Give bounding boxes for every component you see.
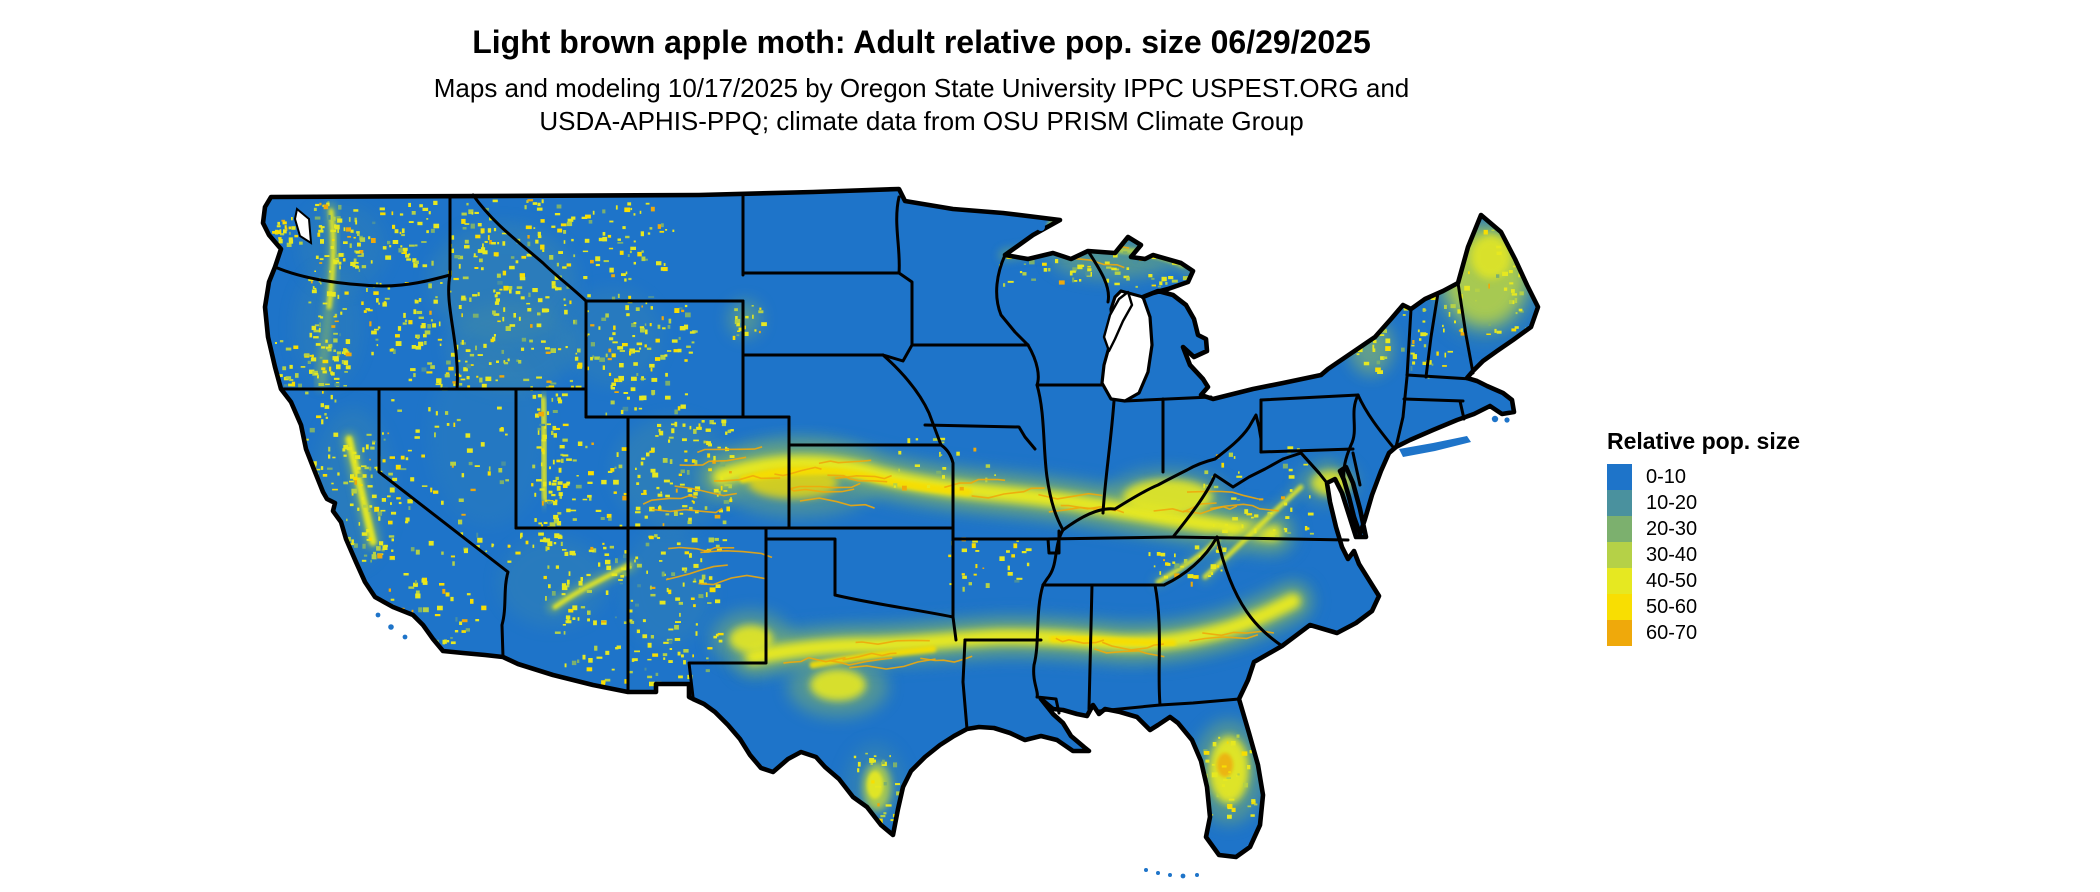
legend-title: Relative pop. size (1607, 428, 1801, 454)
legend-swatch (1607, 542, 1632, 568)
legend-swatch (1607, 490, 1632, 516)
legend-swatch (1607, 620, 1632, 646)
subtitle-line-2: USDA-APHIS-PPQ; climate data from OSU PR… (539, 106, 1304, 136)
legend-item: 30-40 (1607, 542, 1800, 568)
subtitle-line-1: Maps and modeling 10/17/2025 by Oregon S… (433, 73, 1410, 103)
legend-swatch (1607, 568, 1632, 594)
legend-item: 10-20 (1607, 490, 1800, 516)
page-title: Light brown apple moth: Adult relative p… (472, 24, 1371, 60)
us-population-map (253, 186, 1543, 887)
legend-item: 0-10 (1607, 464, 1800, 490)
legend-swatch (1607, 516, 1632, 542)
legend: Relative pop. size 0-10 10-20 20-30 30-4… (1607, 428, 1800, 646)
legend-item-label: 60-70 (1646, 622, 1698, 644)
legend-swatch (1607, 594, 1632, 620)
legend-item-label: 20-30 (1646, 518, 1698, 540)
legend-item: 60-70 (1607, 620, 1800, 646)
legend-item-label: 10-20 (1646, 492, 1698, 514)
legend-item-label: 0-10 (1646, 466, 1687, 488)
legend-item-label: 30-40 (1646, 544, 1698, 566)
legend-swatch (1607, 464, 1632, 490)
us-map-svg (260, 186, 1541, 879)
legend-item: 50-60 (1607, 594, 1800, 620)
legend-item: 40-50 (1607, 568, 1800, 594)
legend-item-label: 40-50 (1646, 570, 1698, 592)
legend-item-label: 50-60 (1646, 596, 1698, 618)
legend-item: 20-30 (1607, 516, 1800, 542)
legend-rows: 0-10 10-20 20-30 30-40 40-50 50-60 60-70 (1607, 464, 1800, 646)
subtitle: Maps and modeling 10/17/2025 by Oregon S… (0, 72, 1843, 138)
